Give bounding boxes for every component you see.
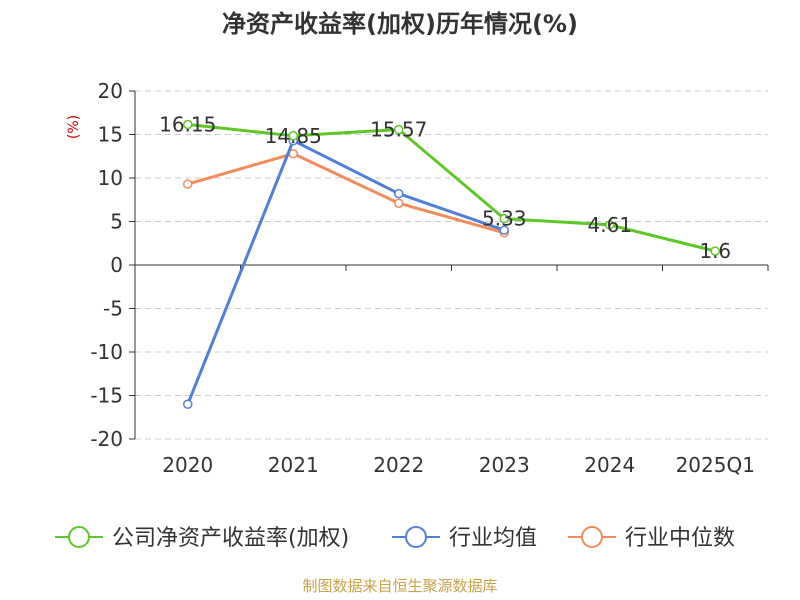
legend-label: 公司净资产收益率(加权) bbox=[112, 526, 349, 551]
data-label: 4.61 bbox=[587, 213, 632, 237]
data-point bbox=[499, 225, 509, 235]
y-tick-label: 15 bbox=[98, 123, 123, 147]
x-tick-label: 2023 bbox=[479, 453, 530, 477]
data-point bbox=[183, 119, 193, 130]
gridlines bbox=[135, 90, 768, 440]
y-axis-ticks: 20 15 10 5 0 -5 -10 -15 -20 bbox=[90, 79, 135, 451]
y-axis-unit-label: (%) bbox=[66, 115, 82, 139]
source-note: 制图数据来自恒生聚源数据库 bbox=[302, 577, 497, 595]
legend-item: 行业均值 bbox=[392, 526, 537, 551]
data-point bbox=[288, 131, 298, 141]
data-label: 15.57 bbox=[370, 118, 427, 142]
y-tick-label: -5 bbox=[103, 297, 123, 321]
data-labels: 16.15 14.85 15.57 5.33 4.61 1.6 bbox=[159, 112, 731, 263]
x-tick-label: 2025Q1 bbox=[676, 453, 755, 477]
axes bbox=[134, 91, 769, 439]
series-line-0 bbox=[187, 123, 716, 253]
data-point bbox=[499, 213, 509, 224]
data-point bbox=[183, 179, 193, 189]
data-point bbox=[605, 220, 615, 230]
legend-item: 公司净资产收益率(加权) bbox=[55, 526, 349, 551]
series-line-1 bbox=[186, 139, 505, 405]
x-axis-ticks: 2020 2021 2022 2023 2024 2025Q1 bbox=[162, 453, 755, 477]
legend-marker bbox=[581, 526, 603, 548]
y-tick-label: -10 bbox=[90, 340, 123, 364]
y-tick-label: 10 bbox=[98, 166, 123, 190]
series-line-2 bbox=[187, 152, 505, 235]
x-tick-label: 2022 bbox=[373, 453, 424, 477]
data-point bbox=[710, 246, 720, 256]
chart-title: 净资产收益率(加权)历年情况(%) bbox=[222, 10, 578, 38]
y-tick-label: -20 bbox=[90, 427, 123, 451]
series-lines bbox=[183, 119, 720, 409]
legend-marker bbox=[68, 526, 90, 548]
x-tick-label: 2020 bbox=[162, 453, 213, 477]
data-label: 16.15 bbox=[159, 112, 216, 136]
y-tick-label: -15 bbox=[90, 384, 123, 408]
y-tick-label: 0 bbox=[110, 253, 123, 277]
data-point bbox=[183, 399, 193, 409]
data-label: 14.85 bbox=[265, 124, 322, 148]
y-tick-label: 20 bbox=[98, 79, 123, 103]
x-tick-label: 2024 bbox=[584, 453, 635, 477]
x-tick-label: 2021 bbox=[268, 453, 319, 477]
legend-marker bbox=[405, 526, 427, 548]
data-point bbox=[394, 188, 404, 199]
data-point bbox=[394, 124, 404, 135]
data-label: 5.33 bbox=[482, 207, 527, 231]
legend: 公司净资产收益率(加权) 行业均值 行业中位数 bbox=[55, 526, 735, 551]
data-label: 1.6 bbox=[699, 239, 731, 263]
y-tick-label: 5 bbox=[110, 210, 123, 234]
legend-label: 行业均值 bbox=[449, 526, 537, 551]
legend-item: 行业中位数 bbox=[568, 526, 735, 551]
legend-label: 行业中位数 bbox=[625, 526, 735, 551]
data-point bbox=[394, 198, 404, 208]
